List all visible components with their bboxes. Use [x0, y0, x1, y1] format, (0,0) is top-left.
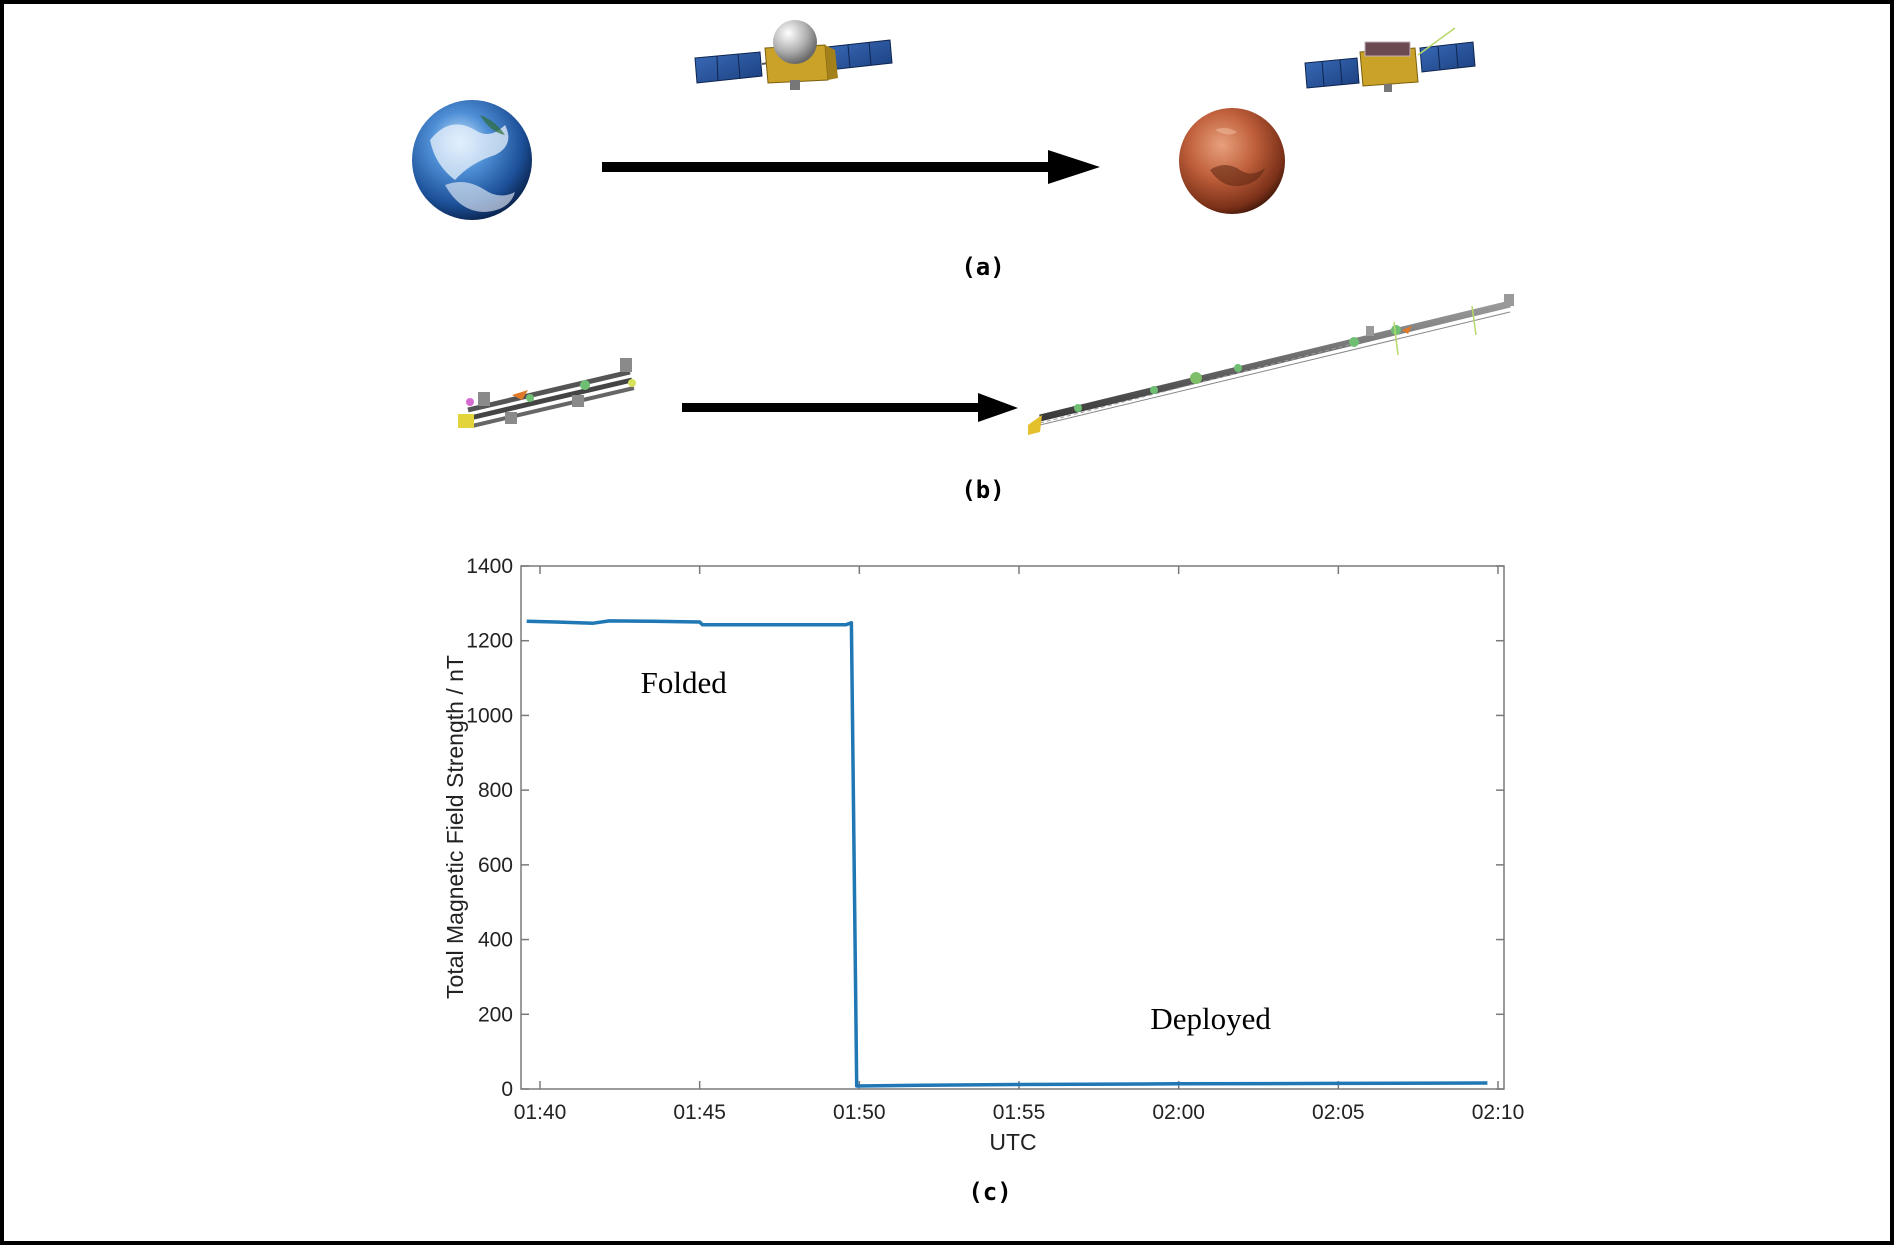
y-tick-label: 1200 [466, 630, 513, 653]
panel-b: (b) [458, 294, 1514, 504]
x-tick-label: 02:05 [1312, 1101, 1365, 1124]
mars-image [1179, 108, 1285, 214]
x-tick-label: 01:45 [673, 1101, 726, 1124]
annotation-deployed: Deployed [1150, 1001, 1271, 1036]
y-tick-label: 1400 [466, 555, 513, 578]
y-tick-label: 0 [501, 1078, 513, 1101]
panel-b-label: (b) [961, 476, 1004, 504]
x-tick-label: 01:50 [833, 1101, 886, 1124]
panel-c-label: (c) [968, 1178, 1011, 1206]
y-tick-label: 1000 [466, 704, 513, 727]
x-tick-label: 02:00 [1152, 1101, 1205, 1124]
annotation-folded: Folded [641, 665, 728, 700]
orbiter-cruise-illustration [694, 20, 893, 90]
y-axis-label: Total Magnetic Field Strength / nT [442, 655, 468, 999]
x-axis-label: UTC [989, 1129, 1036, 1155]
y-tick-label: 200 [478, 1003, 513, 1026]
y-tick-label: 600 [478, 854, 513, 877]
deployment-arrow [682, 393, 1018, 422]
plot-area-frame [520, 565, 1505, 1090]
x-tick-label: 01:40 [514, 1101, 567, 1124]
y-tick-label: 800 [478, 779, 513, 802]
x-tick-label: 01:55 [993, 1101, 1046, 1124]
earth-image [412, 100, 532, 220]
folded-boom-illustration [458, 358, 636, 428]
total-field-series-line [526, 619, 1488, 1088]
deployed-boom-illustration [1028, 294, 1514, 435]
x-tick-label: 02:10 [1472, 1101, 1525, 1124]
magnetic-field-chart: 0 200 400 600 800 1000 1200 1400 01:40 01:45 01:5… [442, 555, 1524, 1155]
x-axis: 01:40 01:45 01:50 01:55 02:00 02:05 02:10 [514, 566, 1525, 1124]
y-axis: 0 200 400 600 800 1000 1200 1400 [466, 555, 1504, 1101]
transfer-arrow [602, 150, 1100, 184]
panel-a-label: (a) [961, 253, 1004, 281]
orbiter-at-mars-illustration [1304, 27, 1476, 92]
y-tick-label: 400 [478, 929, 513, 952]
panel-a: (a) [412, 20, 1476, 281]
